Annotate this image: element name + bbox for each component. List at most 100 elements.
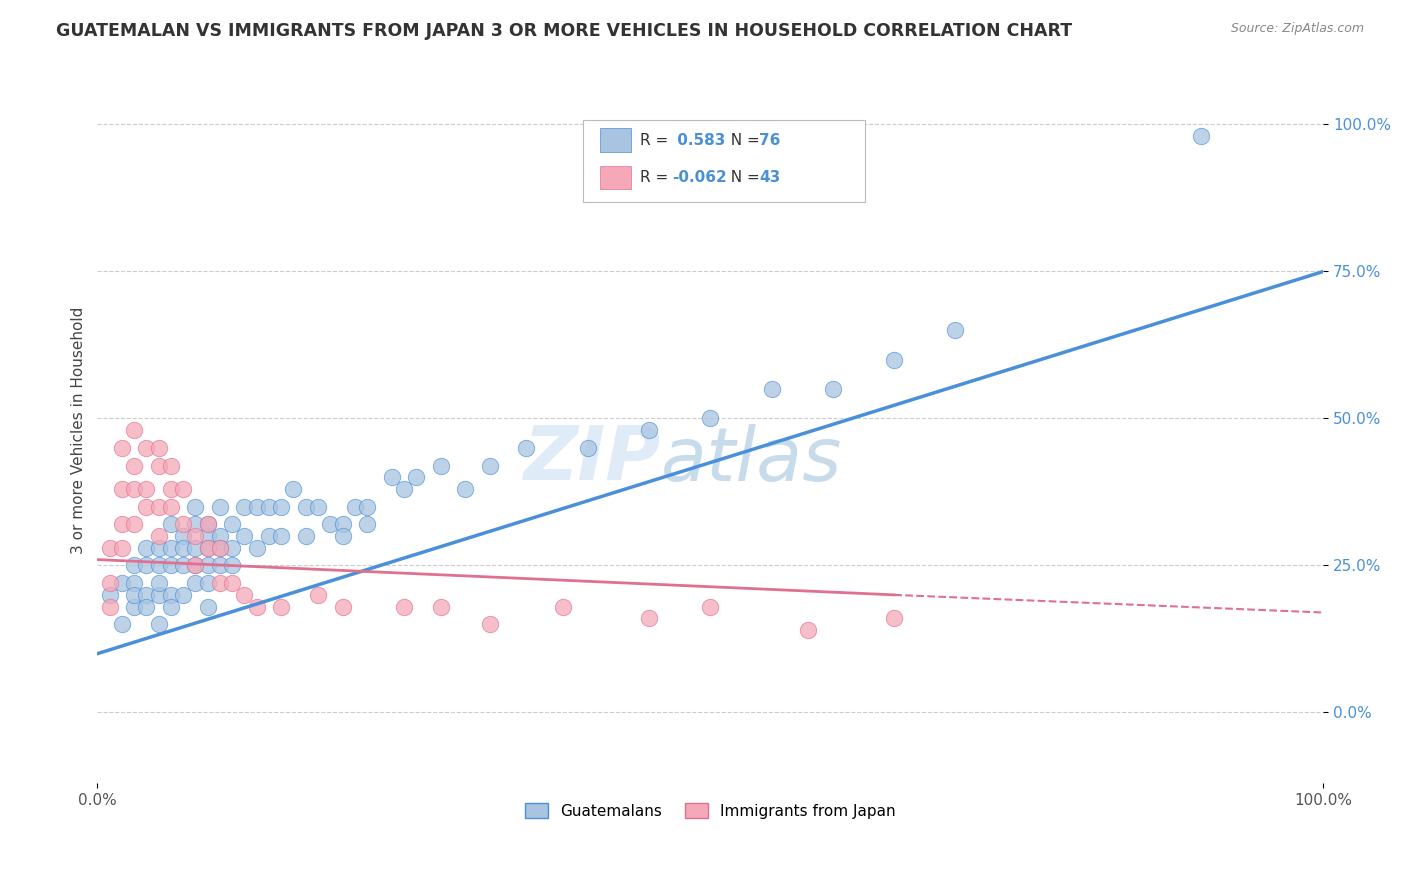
Point [160,458,183,473]
Point [148,500,170,514]
Point [148,458,170,473]
Point [172,529,194,543]
Point [122,576,145,591]
Point [343,500,366,514]
Text: atlas: atlas [661,424,842,496]
Point [160,588,183,602]
Point [160,482,183,496]
Point [122,423,145,437]
Point [270,529,292,543]
Point [172,517,194,532]
Point [208,541,231,555]
Point [319,517,342,532]
Point [821,382,844,396]
Point [553,599,575,614]
Point [233,500,256,514]
Text: GUATEMALAN VS IMMIGRANTS FROM JAPAN 3 OR MORE VEHICLES IN HOUSEHOLD CORRELATION : GUATEMALAN VS IMMIGRANTS FROM JAPAN 3 OR… [56,22,1073,40]
Point [392,482,415,496]
Point [221,558,243,573]
Point [172,482,194,496]
Point [98,599,121,614]
Text: Source: ZipAtlas.com: Source: ZipAtlas.com [1230,22,1364,36]
Point [172,558,194,573]
Point [122,517,145,532]
Point [197,576,219,591]
Point [294,500,316,514]
Point [184,517,207,532]
Point [197,599,219,614]
Point [246,500,269,514]
Point [184,558,207,573]
Point [221,541,243,555]
Point [148,576,170,591]
Point [761,382,783,396]
Point [392,599,415,614]
Point [478,458,501,473]
Text: 76: 76 [759,133,780,147]
Point [160,517,183,532]
Point [148,541,170,555]
Text: 0.583: 0.583 [672,133,725,147]
Point [135,558,157,573]
Text: -0.062: -0.062 [672,170,727,185]
Point [246,541,269,555]
Point [208,558,231,573]
Point [638,423,661,437]
Point [135,588,157,602]
Point [699,411,721,425]
Point [172,588,194,602]
Point [257,529,280,543]
Point [160,541,183,555]
Point [135,599,157,614]
Point [246,599,269,614]
Text: N =: N = [721,133,765,147]
Point [111,517,134,532]
Text: N =: N = [721,170,765,185]
Point [148,529,170,543]
Point [184,529,207,543]
Point [638,611,661,625]
Text: R =: R = [640,133,673,147]
Point [478,617,501,632]
Point [515,441,537,455]
Point [381,470,404,484]
Point [111,541,134,555]
Text: R =: R = [640,170,673,185]
Point [294,529,316,543]
Point [184,500,207,514]
Point [184,576,207,591]
Point [197,541,219,555]
Point [111,617,134,632]
Point [699,599,721,614]
Point [221,576,243,591]
Point [135,482,157,496]
Point [122,599,145,614]
Point [111,441,134,455]
Point [197,558,219,573]
Point [233,529,256,543]
Point [172,541,194,555]
Point [576,441,599,455]
Point [148,617,170,632]
Point [233,588,256,602]
Text: 43: 43 [759,170,780,185]
Point [332,517,354,532]
Point [122,558,145,573]
Point [1189,129,1212,144]
Point [454,482,477,496]
Point [945,323,967,337]
Point [135,500,157,514]
Point [135,441,157,455]
Point [148,441,170,455]
Point [197,517,219,532]
Point [148,558,170,573]
Point [160,599,183,614]
Point [797,623,820,637]
Point [197,541,219,555]
Point [160,558,183,573]
Point [111,576,134,591]
Point [122,458,145,473]
Point [883,352,905,367]
Point [257,500,280,514]
Point [98,541,121,555]
